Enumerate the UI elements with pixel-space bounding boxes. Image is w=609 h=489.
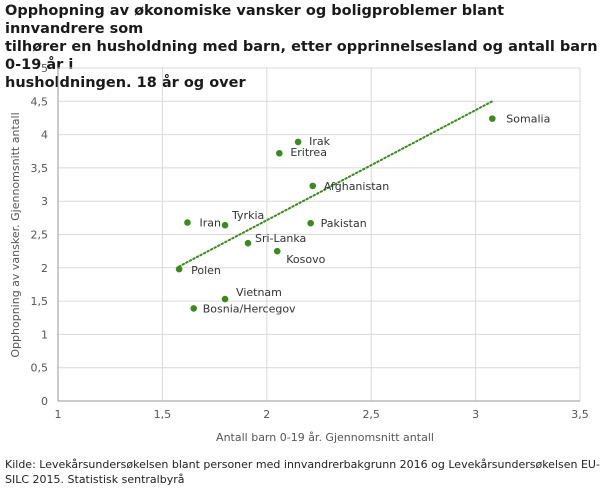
point-label: Vietnam <box>236 286 282 299</box>
chart-title-line-3: husholdningen. 18 år og over <box>5 75 246 91</box>
y-tick-label: 3,5 <box>31 162 49 175</box>
y-tick-label: 4 <box>41 129 48 142</box>
data-point <box>221 295 229 303</box>
data-point <box>294 138 302 146</box>
point-label: Somalia <box>506 113 550 126</box>
data-point <box>273 247 281 255</box>
y-tick-label: 0 <box>41 395 48 408</box>
x-tick-label: 3 <box>472 408 479 421</box>
data-point <box>244 239 252 247</box>
y-axis-title: Opphopning av vansker. Gjennomsnitt anta… <box>9 112 22 357</box>
point-label: Irak <box>309 135 331 148</box>
x-tick-label: 1,5 <box>154 408 172 421</box>
y-tick-label: 0,5 <box>31 362 49 375</box>
trendline-layer <box>178 100 494 268</box>
x-tick-label: 2 <box>263 408 270 421</box>
data-point <box>307 219 314 227</box>
data-point <box>190 305 198 312</box>
y-tick-label: 2 <box>41 262 48 275</box>
x-tick-label: 3,5 <box>571 408 589 421</box>
chart-title-line-2: tilhører en husholdning med barn, etter … <box>5 39 598 73</box>
y-tick-label: 3 <box>41 195 48 208</box>
point-label: Iran <box>199 217 221 230</box>
point-label: Tyrkia <box>231 209 264 222</box>
point-label: Polen <box>191 264 221 277</box>
point-label: Eritrea <box>290 146 327 159</box>
data-point <box>221 221 229 229</box>
data-point <box>489 115 496 122</box>
scatter-chart: 1 1,5 2 2,5 3 3,5 0 0,5 1 1,5 2 2,5 3 3,5 4 4,5 5 Somali… <box>9 62 589 444</box>
y-tick-label: 4,5 <box>31 95 49 108</box>
point-label: Pakistan <box>321 217 367 230</box>
point-label: Kosovo <box>286 253 325 266</box>
grid-lines <box>58 67 581 401</box>
axes: 1 1,5 2 2,5 3 3,5 0 0,5 1 1,5 2 2,5 3 3,5 4 4,5 5 <box>31 62 589 421</box>
trendline <box>178 100 494 268</box>
y-tick-label: 1,5 <box>31 295 49 308</box>
data-points <box>175 115 496 312</box>
data-point <box>175 265 183 273</box>
source-caption: Kilde: Levekårsundersøkelsen blant perso… <box>5 458 600 486</box>
y-tick-label: 1 <box>41 328 48 341</box>
x-axis-title: Antall barn 0-19 år. Gjennomsnitt antall <box>216 431 434 444</box>
point-label: Sri-Lanka <box>255 232 306 245</box>
data-point <box>276 149 283 157</box>
point-label: Bosnia/Hercegov <box>203 302 296 315</box>
x-tick-label: 2,5 <box>362 408 380 421</box>
point-label: Afghanistan <box>324 180 390 193</box>
data-point <box>309 182 317 190</box>
chart-title-line-1: Opphopning av økonomiske vansker og boli… <box>5 3 505 37</box>
chart-title: Opphopning av økonomiske vansker og boli… <box>5 2 605 92</box>
y-tick-label: 2,5 <box>31 229 49 242</box>
data-point <box>184 219 191 226</box>
x-tick-label: 1 <box>55 408 62 421</box>
y-tick-label: 5 <box>41 62 48 75</box>
